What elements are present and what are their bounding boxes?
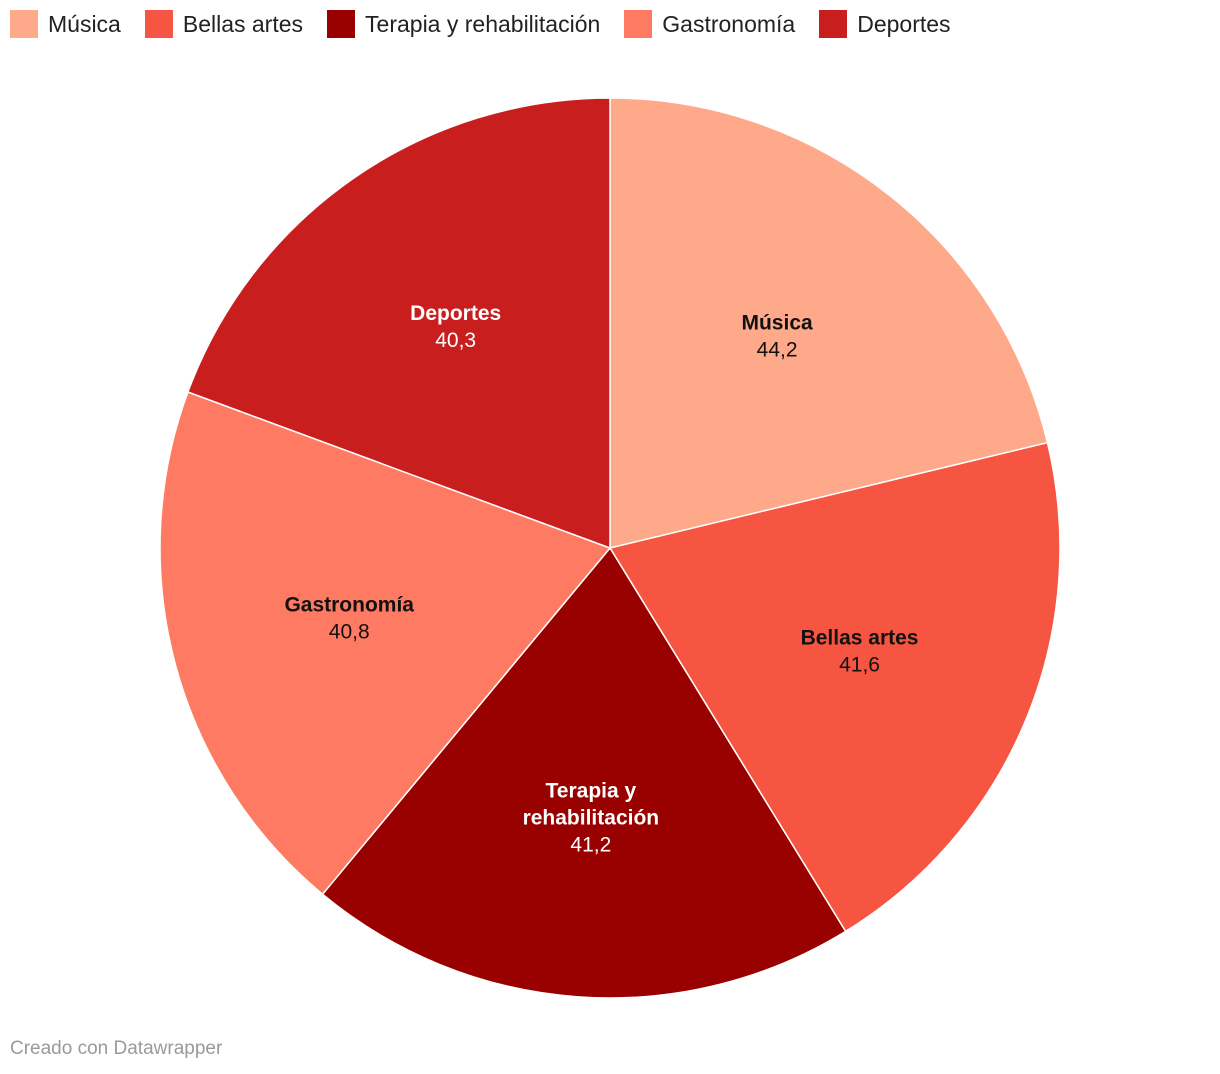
- legend-label-bellas-artes: Bellas artes: [182, 10, 304, 37]
- legend-item-bellas-artes: Bellas artes: [144, 10, 304, 38]
- slice-value-bellas-artes: 41,6: [839, 654, 880, 677]
- legend-swatch-deportes: [819, 10, 848, 38]
- legend-item-gastronomia: Gastronomía: [624, 10, 795, 38]
- slice-name-bellas-artes: Bellas artes: [801, 627, 919, 650]
- legend-item-deportes: Deportes: [819, 10, 951, 38]
- pie-slice-terapia: [321, 546, 847, 999]
- legend-swatch-musica: [10, 10, 38, 38]
- slice-label-gastronomia: Gastronomía 40,8: [284, 593, 414, 643]
- legend-label-gastronomia: Gastronomía: [662, 10, 796, 37]
- slice-value-terapia: 41,2: [570, 833, 611, 856]
- slice-name-deportes: Deportes: [410, 302, 501, 325]
- pie-slice-gastronomia: [159, 391, 612, 896]
- chart-legend: Música Bellas artes Terapia y rehabilita…: [10, 8, 975, 40]
- slice-label-terapia: Terapia y rehabilitación 41,2: [523, 779, 660, 856]
- legend-label-deportes: Deportes: [857, 10, 951, 37]
- slice-value-gastronomia: 40,8: [329, 620, 370, 643]
- legend-label-musica: Música: [48, 10, 121, 37]
- slice-value-deportes: 40,3: [435, 329, 476, 352]
- slice-name-terapia: rehabilitación: [523, 806, 660, 829]
- slice-label-bellas-artes: Bellas artes 41,6: [801, 627, 919, 677]
- slice-name-musica: Música: [741, 311, 813, 334]
- slice-value-musica: 44,2: [757, 338, 798, 361]
- pie-slice-musica: [609, 97, 1049, 549]
- legend-swatch-bellas-artes: [144, 10, 173, 38]
- legend-swatch-terapia: [327, 10, 356, 38]
- slice-label-musica: Música 44,2: [741, 311, 813, 361]
- slice-label-deportes: Deportes 40,3: [410, 302, 501, 352]
- footer-credit: Creado con Datawrapper: [10, 1038, 223, 1059]
- pie-slice-deportes: [186, 97, 611, 550]
- legend-label-terapia: Terapia y rehabilitación: [365, 10, 601, 37]
- legend-swatch-gastronomia: [624, 10, 653, 38]
- slice-name-gastronomia: Gastronomía: [284, 593, 414, 616]
- pie-slice-bellas-artes: [608, 441, 1061, 933]
- legend-item-musica: Música: [10, 10, 121, 38]
- legend-item-terapia: Terapia y rehabilitación: [327, 10, 600, 38]
- slice-name-terapia: Terapia y: [546, 779, 637, 802]
